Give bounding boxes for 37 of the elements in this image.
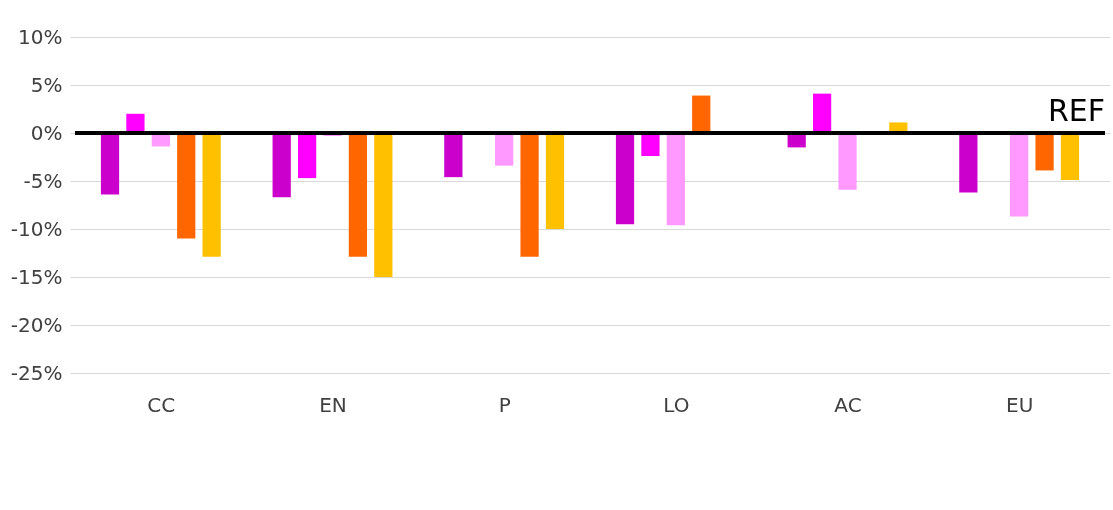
bar xyxy=(374,133,393,277)
ref-line-label: REF xyxy=(1047,93,1105,128)
bar xyxy=(520,133,539,257)
x-tick-label: EU xyxy=(1006,392,1034,417)
bar xyxy=(177,133,196,239)
y-tick-label: -5% xyxy=(23,168,63,193)
x-tick-label: EN xyxy=(319,392,347,417)
y-tick-label: -15% xyxy=(10,264,63,289)
x-tick-label: P xyxy=(498,392,511,417)
bar xyxy=(126,113,145,133)
bar xyxy=(641,133,660,157)
bar xyxy=(959,133,978,193)
bar xyxy=(202,133,221,257)
bar xyxy=(692,95,711,133)
bar xyxy=(812,93,832,133)
bar xyxy=(666,133,685,226)
bar xyxy=(545,133,565,229)
y-tick-label: -20% xyxy=(10,312,63,337)
bar xyxy=(100,133,120,195)
bar xyxy=(297,133,317,179)
bar xyxy=(272,133,291,198)
y-tick-label: 10% xyxy=(18,24,63,49)
bar xyxy=(838,133,857,190)
y-tick-label: -25% xyxy=(10,360,63,385)
bar xyxy=(1035,133,1054,171)
x-tick-label: CC xyxy=(147,392,176,417)
x-tick-label: AC xyxy=(834,392,862,417)
x-tick-label: LO xyxy=(663,392,690,417)
y-tick-label: 0% xyxy=(30,120,63,145)
bar xyxy=(495,133,514,166)
y-tick-label: -10% xyxy=(10,216,63,241)
bar xyxy=(1060,133,1080,181)
y-tick-label: 5% xyxy=(30,72,63,97)
bar xyxy=(444,133,463,178)
bar xyxy=(348,133,368,257)
bar xyxy=(1010,133,1029,217)
bar xyxy=(615,133,635,225)
